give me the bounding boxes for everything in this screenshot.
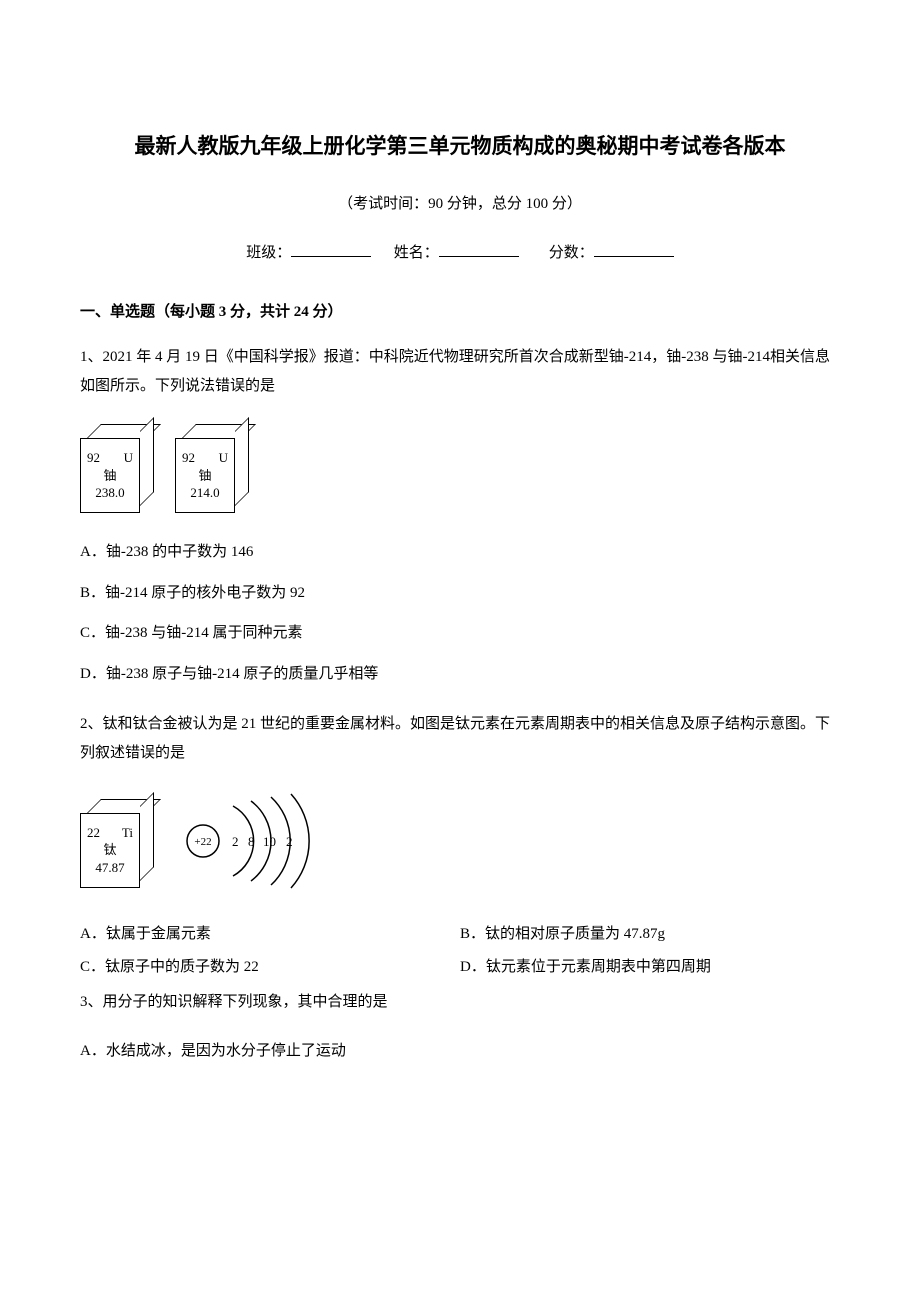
score-label: 分数： — [549, 245, 594, 261]
atom-structure-diagram: +22 2 8 10 2 — [183, 791, 333, 896]
element-name: 钛 — [103, 841, 116, 859]
cube-front: 22 Ti 钛 47.87 — [80, 813, 140, 888]
question-1-options: A．铀-238 的中子数为 146 B．铀-214 原子的核外电子数为 92 C… — [80, 538, 840, 688]
element-box-ti: 22 Ti 钛 47.87 — [80, 799, 155, 889]
shell-label-4: 2 — [286, 834, 293, 849]
element-name: 铀 — [103, 467, 116, 485]
atomic-number: 92 — [87, 449, 100, 467]
atomic-mass: 214.0 — [190, 484, 219, 502]
question-2-figure: 22 Ti 钛 47.87 +22 2 8 10 2 — [80, 791, 840, 896]
name-label: 姓名： — [394, 245, 439, 261]
cube-side — [235, 417, 249, 506]
element-box-u214: 92 U 铀 214.0 — [175, 424, 250, 514]
question-2-options: A．钛属于金属元素 B．钛的相对原子质量为 47.87g C．钛原子中的质子数为… — [80, 922, 840, 988]
class-blank — [291, 242, 371, 257]
element-symbol: U — [124, 449, 133, 467]
cube-front: 92 U 铀 214.0 — [175, 438, 235, 513]
question-3-options: A．水结成冰，是因为水分子停止了运动 — [80, 1037, 840, 1066]
question-3-text: 3、用分子的知识解释下列现象，其中合理的是 — [80, 988, 840, 1017]
question-1-figure: 92 U 铀 238.0 92 U 铀 214.0 — [80, 424, 840, 514]
option-a: A．铀-238 的中子数为 146 — [80, 538, 840, 567]
shell-label-2: 8 — [248, 834, 255, 849]
exam-info: （考试时间：90 分钟，总分 100 分） — [80, 192, 840, 213]
atomic-number: 22 — [87, 824, 100, 842]
element-name: 铀 — [198, 467, 211, 485]
atomic-mass: 47.87 — [95, 859, 124, 877]
shell-label-1: 2 — [232, 834, 239, 849]
element-symbol: U — [219, 449, 228, 467]
option-a: A．钛属于金属元素 — [80, 922, 460, 943]
atom-svg: +22 2 8 10 2 — [183, 791, 333, 891]
option-c: C．钛原子中的质子数为 22 — [80, 955, 460, 976]
exam-title: 最新人教版九年级上册化学第三单元物质构成的奥秘期中考试卷各版本 — [80, 130, 840, 160]
atomic-number: 92 — [182, 449, 195, 467]
atomic-mass: 238.0 — [95, 484, 124, 502]
option-b: B．钛的相对原子质量为 47.87g — [460, 922, 840, 943]
question-1-text: 1、2021 年 4 月 19 日《中国科学报》报道：中科院近代物理研究所首次合… — [80, 343, 840, 400]
student-info-row: 班级： 姓名： 分数： — [80, 241, 840, 262]
option-c: C．铀-238 与铀-214 属于同种元素 — [80, 619, 840, 648]
name-blank — [439, 242, 519, 257]
option-d: D．钛元素位于元素周期表中第四周期 — [460, 955, 840, 976]
cube-front: 92 U 铀 238.0 — [80, 438, 140, 513]
element-symbol: Ti — [122, 824, 133, 842]
cube-side — [140, 792, 154, 881]
nucleus-text: +22 — [194, 836, 211, 848]
shell-label-3: 10 — [263, 834, 276, 849]
question-2-text: 2、钛和钛合金被认为是 21 世纪的重要金属材料。如图是钛元素在元素周期表中的相… — [80, 710, 840, 767]
shell-4 — [291, 794, 309, 888]
section-header: 一、单选题（每小题 3 分，共计 24 分） — [80, 300, 840, 321]
element-box-u238: 92 U 铀 238.0 — [80, 424, 155, 514]
score-blank — [594, 242, 674, 257]
cube-side — [140, 417, 154, 506]
class-label: 班级： — [246, 245, 291, 261]
option-b: B．铀-214 原子的核外电子数为 92 — [80, 579, 840, 608]
option-a: A．水结成冰，是因为水分子停止了运动 — [80, 1037, 840, 1066]
option-d: D．铀-238 原子与铀-214 原子的质量几乎相等 — [80, 660, 840, 689]
